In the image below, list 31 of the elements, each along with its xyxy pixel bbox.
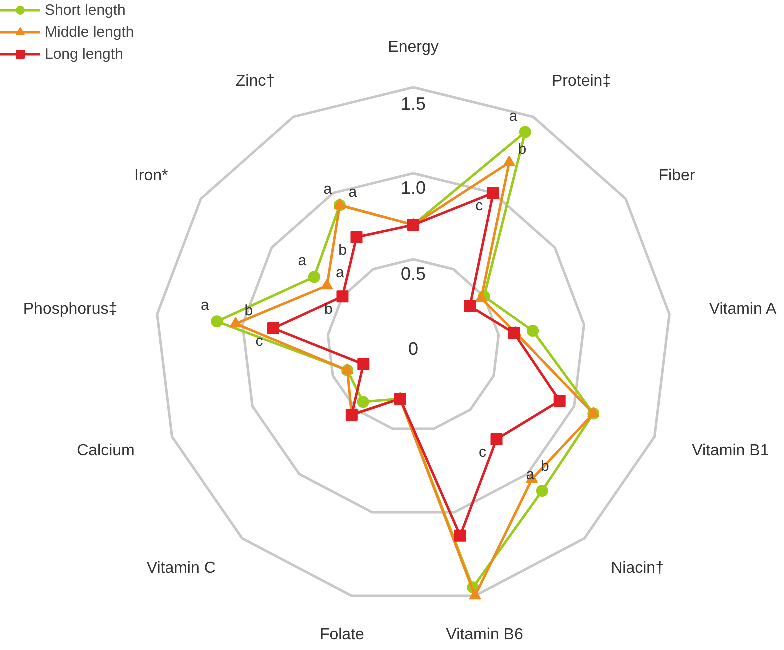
text: c [256, 333, 264, 350]
text: a [324, 180, 332, 198]
spoke-label: Vitamin B1 [692, 442, 770, 460]
text: a [200, 297, 210, 314]
spoke-label: Vitamin A [709, 301, 777, 318]
spoke-label: Calcium [77, 442, 135, 460]
text: b [338, 242, 347, 259]
spoke-label: Niacin† [611, 560, 664, 578]
spoke-label: Folate [320, 626, 365, 644]
spoke-label: Protein‡ [552, 73, 612, 90]
legend-label: Short length [45, 2, 126, 18]
y-tick-label: 1.5 [400, 94, 426, 114]
legend-label: Middle length [45, 24, 134, 40]
text: a [298, 252, 307, 270]
text: c [476, 198, 484, 215]
y-tick-label: 1.0 [400, 178, 426, 198]
spoke-label: Vitamin B6 [446, 626, 524, 644]
spoke-label: Vitamin C [146, 560, 216, 578]
text: a [336, 264, 344, 282]
spoke-label: Iron* [134, 168, 168, 185]
y-tick-label: 0 [408, 339, 419, 359]
spoke-label: Fiber [658, 168, 696, 185]
text: b [324, 301, 333, 318]
legend-label: Long length [45, 46, 124, 62]
text: c [479, 444, 487, 461]
spoke-label: Energy [388, 39, 439, 56]
spoke-label: Phosphorus‡ [23, 301, 118, 318]
y-tick-label: 0.5 [400, 264, 426, 284]
text: a [348, 184, 358, 201]
text: a [509, 108, 518, 125]
spoke-label: Zinc† [236, 73, 276, 90]
